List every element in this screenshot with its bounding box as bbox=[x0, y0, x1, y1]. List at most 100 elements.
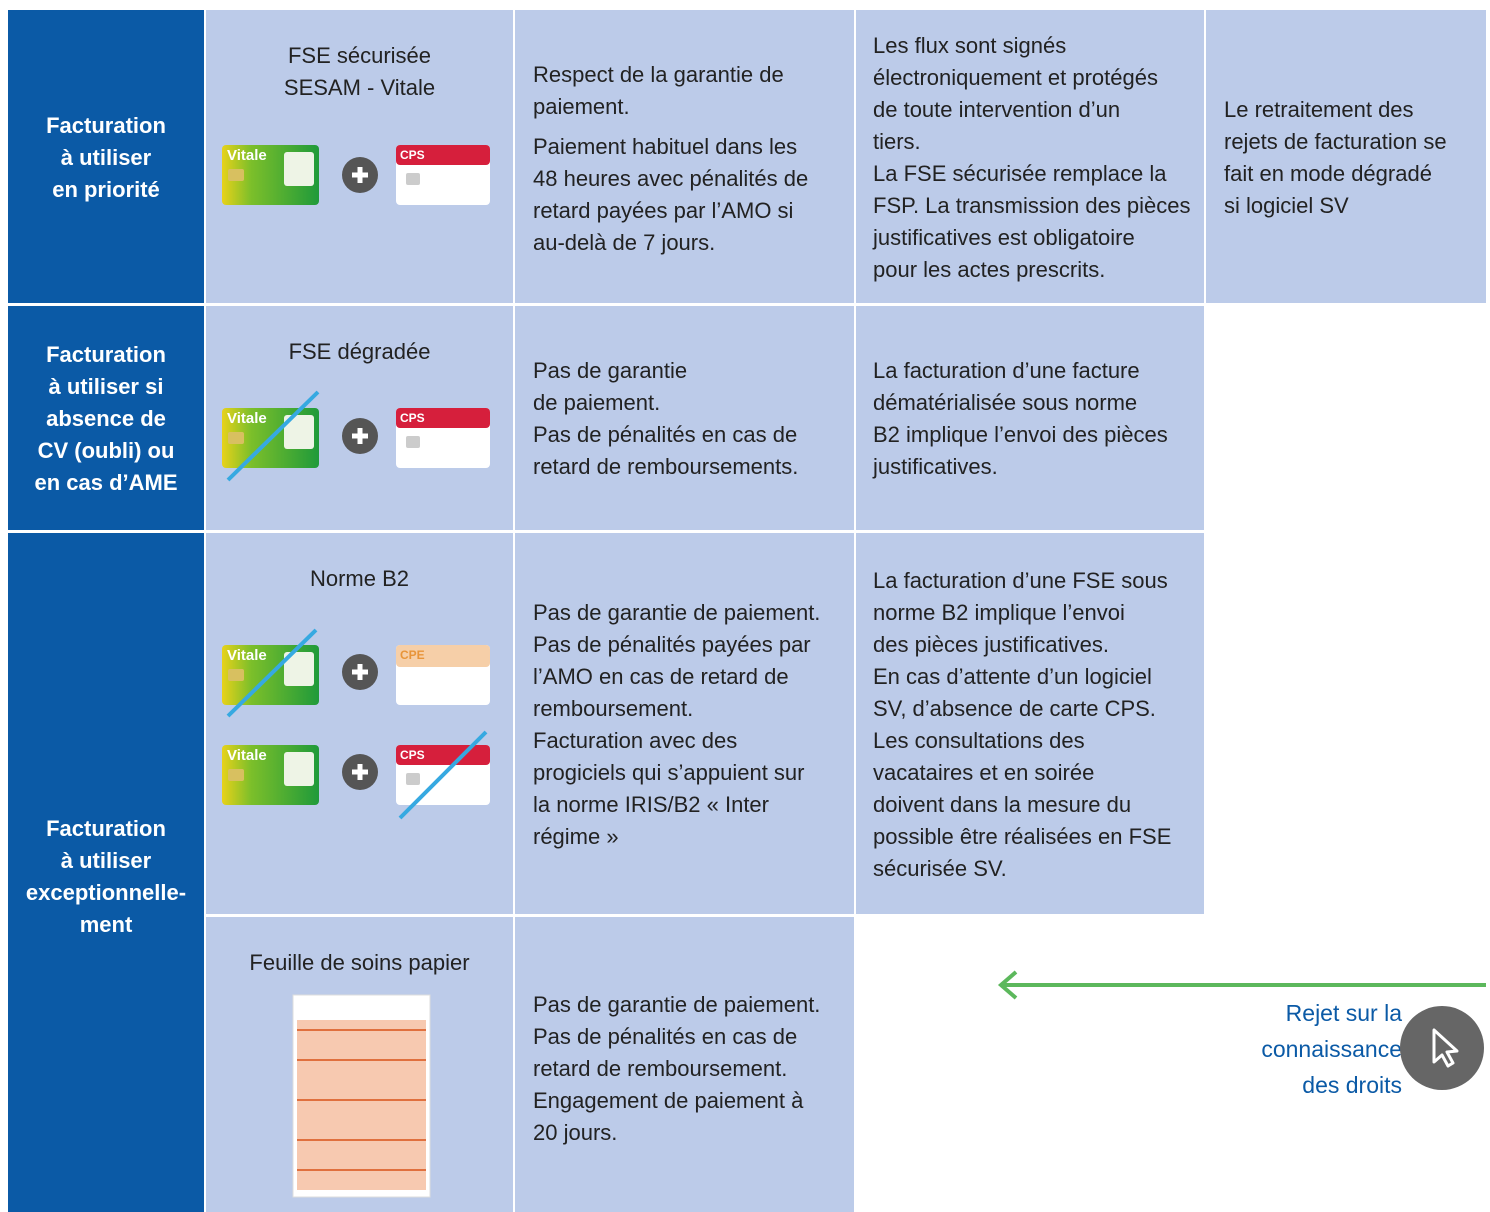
text-line: 48 heures avec pénalités de bbox=[533, 166, 809, 191]
text-line: pour les actes prescrits. bbox=[873, 257, 1106, 282]
text-line: Pas de pénalités en cas de bbox=[533, 1024, 798, 1049]
text-line: à utiliser si bbox=[48, 374, 164, 399]
card-label: CPS bbox=[400, 411, 425, 425]
text-line: Engagement de paiement à bbox=[533, 1088, 804, 1113]
text-line: FSE sécurisée bbox=[287, 43, 432, 68]
card-label: Vitale bbox=[227, 147, 267, 164]
text-line: de toute intervention d’un bbox=[873, 97, 1121, 122]
text-line: justificatives. bbox=[873, 454, 998, 479]
text-line: Le retraitement des bbox=[1224, 97, 1414, 122]
cell bbox=[856, 306, 1204, 530]
text-line: l’AMO en cas de retard de bbox=[533, 664, 789, 689]
notes: La facturation d’une FSE sous norme B2 im… bbox=[873, 565, 1171, 885]
card-label: CPS bbox=[400, 748, 425, 762]
paragraph: Le retraitement des rejets de facturation… bbox=[1224, 94, 1447, 222]
text-line: tiers. bbox=[873, 129, 921, 154]
cursor-icon bbox=[1400, 1006, 1484, 1090]
text-line: Pas de garantie bbox=[533, 358, 688, 383]
card-pair bbox=[222, 390, 490, 482]
text-line: Rejet sur la bbox=[1285, 1000, 1402, 1026]
paragraph: La facturation d’une FSE sous norme B2 im… bbox=[873, 565, 1171, 885]
text-line: SV, d’absence de carte CPS. bbox=[873, 696, 1156, 721]
text-line: Pas de pénalités en cas de bbox=[533, 422, 798, 447]
cell bbox=[8, 306, 204, 530]
text-line: à utiliser bbox=[60, 848, 152, 873]
paragraph: Pas de garantie de paiement. Pas de pénal… bbox=[533, 989, 820, 1149]
text-line: CV (oubli) ou bbox=[37, 438, 175, 463]
paragraph: Les flux sont signés électroniquement et … bbox=[873, 30, 1191, 286]
text-line: Respect de la garantie de bbox=[533, 62, 784, 87]
text-line: La facturation d’une FSE sous bbox=[873, 568, 1168, 593]
text-line: dématérialisée sous norme bbox=[873, 390, 1138, 415]
text-line: régime » bbox=[533, 824, 619, 849]
cell bbox=[1206, 10, 1486, 303]
guarantee: Respect de la garantie de paiement. Paieme… bbox=[533, 59, 808, 259]
text-line: B2 implique l’envoi des pièces bbox=[873, 422, 1168, 447]
card-label: Vitale bbox=[227, 747, 267, 764]
text-line: Pas de pénalités payées par bbox=[533, 632, 811, 657]
arrow bbox=[997, 970, 1486, 1000]
cell bbox=[856, 10, 1204, 303]
text-line: rejets de facturation se bbox=[1224, 129, 1447, 154]
row-label: Facturation à utiliser exceptionnelle-ment bbox=[8, 813, 204, 941]
card-label: CPS bbox=[400, 148, 425, 162]
mode: Feuille de soins papier bbox=[206, 947, 513, 979]
text-line: Les consultations des bbox=[873, 728, 1085, 753]
text-line: La facturation d’une facture bbox=[873, 358, 1140, 383]
text-line: vacataires et en soirée bbox=[873, 760, 1095, 785]
text-line: SESAM - Vitale bbox=[283, 75, 436, 100]
text-line: retard de remboursement. bbox=[533, 1056, 788, 1081]
text-line: ment bbox=[79, 912, 133, 937]
text-line: sécurisée SV. bbox=[873, 856, 1007, 881]
guarantee: Pas de garantie de paiement. Pas de pénal… bbox=[533, 597, 820, 853]
cell bbox=[515, 533, 854, 914]
text-line: absence de bbox=[46, 406, 166, 431]
guarantee: Pas de garantie de paiement. Pas de pénal… bbox=[533, 989, 820, 1149]
paragraph: La facturation d’une facture dématérialis… bbox=[873, 355, 1168, 483]
text-line: Facturation avec des bbox=[533, 728, 738, 753]
text-line: remboursement. bbox=[533, 696, 694, 721]
paper-form bbox=[292, 994, 431, 1198]
text-line: Les flux sont signés bbox=[873, 33, 1067, 58]
text-line: Facturation bbox=[46, 342, 166, 367]
text-line: Paiement habituel dans les bbox=[533, 134, 798, 159]
mode: Norme B2 bbox=[206, 563, 513, 595]
cell bbox=[515, 306, 854, 530]
card-label: CPE bbox=[400, 648, 425, 662]
card-pair bbox=[222, 730, 490, 820]
card-label: Vitale bbox=[227, 410, 267, 427]
cell bbox=[515, 10, 854, 303]
text-line: si logiciel SV bbox=[1224, 193, 1349, 218]
text-line: au-delà de 7 jours. bbox=[533, 230, 716, 255]
text-line: progiciels qui s’appuient sur bbox=[533, 760, 805, 785]
text-line: connaissance bbox=[1261, 1036, 1402, 1062]
text-line: En cas d’attente d’un logiciel bbox=[873, 664, 1152, 689]
row-label: Facturation à utiliser en priorité bbox=[8, 110, 204, 206]
mode: FSE sécurisée SESAM - Vitale bbox=[206, 40, 513, 104]
text-line: Facturation bbox=[46, 113, 166, 138]
text-line: justificatives est obligatoire bbox=[873, 225, 1135, 250]
text-line: en cas d’AME bbox=[34, 470, 178, 495]
cell bbox=[206, 533, 513, 914]
text-line: retard payées par l’AMO si bbox=[533, 198, 794, 223]
mode: FSE dégradée bbox=[206, 336, 513, 368]
text-line: Feuille de soins papier bbox=[249, 950, 470, 975]
text-line: paiement. bbox=[533, 94, 630, 119]
text-line: électroniquement et protégés bbox=[873, 65, 1158, 90]
text-line: des pièces justificatives. bbox=[873, 632, 1109, 657]
callout: Rejet sur la connaissance des droits bbox=[1100, 995, 1402, 1103]
paragraph: Paiement habituel dans les 48 heures avec… bbox=[533, 131, 808, 259]
text-line: Facturation bbox=[46, 816, 166, 841]
text-line: des droits bbox=[1302, 1072, 1402, 1098]
text-line: FSP. La transmission des pièces bbox=[873, 193, 1191, 218]
text-line: Norme B2 bbox=[309, 566, 410, 591]
text-line: 20 jours. bbox=[533, 1120, 618, 1145]
text-line: FSE dégradée bbox=[288, 339, 431, 364]
cell bbox=[515, 917, 854, 1212]
cell bbox=[8, 533, 204, 1212]
text-line: à utiliser bbox=[60, 145, 152, 170]
text-line: la norme IRIS/B2 « Inter bbox=[533, 792, 769, 817]
text-line: La FSE sécurisée remplace la bbox=[873, 161, 1167, 186]
row-label: Facturation à utiliser si absence de CV (ou… bbox=[8, 339, 204, 499]
text-line: doivent dans la mesure du bbox=[873, 792, 1132, 817]
